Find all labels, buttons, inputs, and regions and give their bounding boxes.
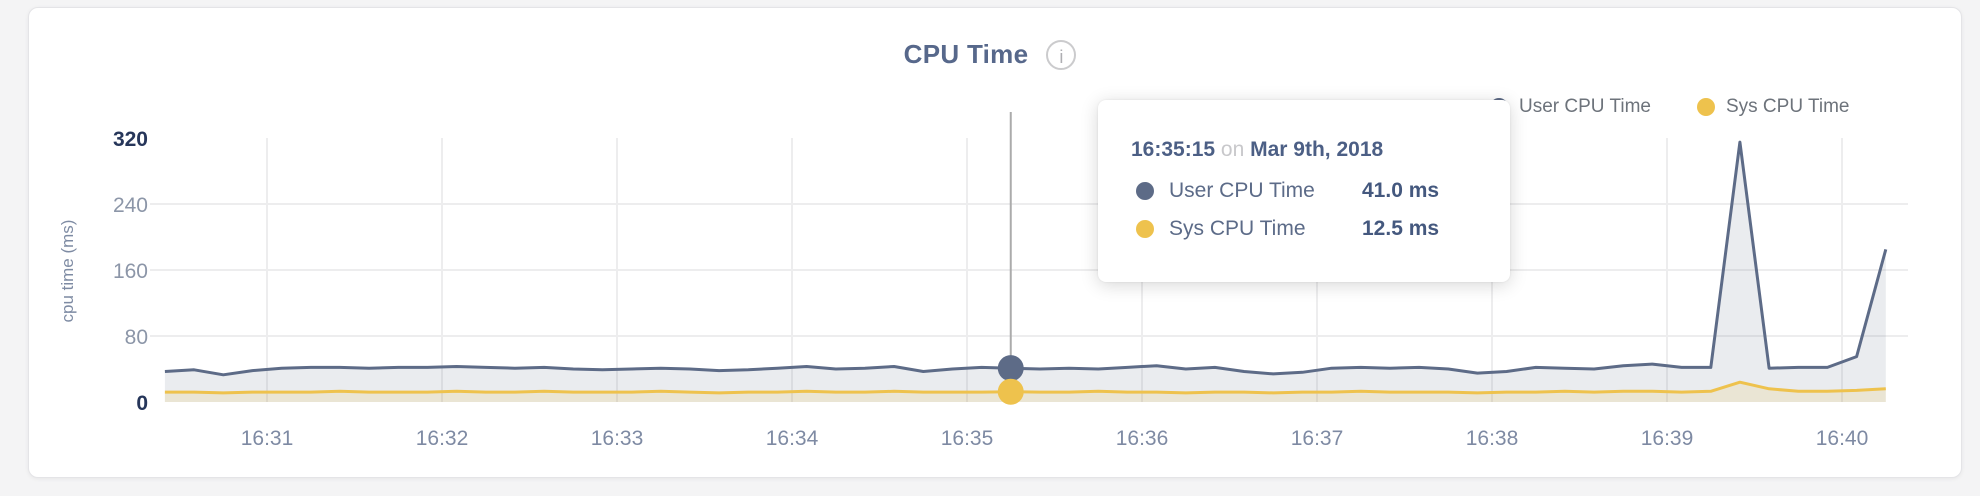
y-tick-label: 240: [113, 194, 148, 217]
info-icon[interactable]: i: [1046, 39, 1077, 70]
y-axis-label: cpu time (ms): [58, 220, 77, 323]
tooltip-row-user: User CPU Time 41.0 ms: [1136, 172, 1510, 210]
x-tick-label: 16:34: [766, 427, 819, 450]
sys-cpu-line: [164, 380, 1886, 395]
x-tick-label: 16:40: [1816, 427, 1869, 450]
y-tick-label: 80: [125, 326, 148, 349]
x-tick-label: 16:32: [416, 427, 469, 450]
legend-label: Sys CPU Time: [1725, 96, 1850, 117]
chart-tooltip: 16:35:15 on Mar 9th, 2018 User CPU Time …: [1098, 100, 1510, 282]
legend-label: User CPU Time: [1519, 96, 1651, 117]
sys-selected-point[interactable]: [997, 378, 1024, 405]
x-tick-label: 16:35: [941, 427, 994, 450]
y-tick-label: 320: [113, 128, 148, 151]
y-tick-label: 0: [136, 392, 148, 415]
user-cpu-area: [164, 142, 1886, 402]
legend-item-user-cpu-time[interactable]: User CPU Time: [1490, 96, 1651, 118]
chart-title: CPU Time: [903, 39, 1029, 69]
tooltip-row-value: 41.0 ms: [1362, 179, 1440, 202]
user-cpu-line: [164, 140, 1888, 377]
tooltip-row-label: User CPU Time: [1169, 179, 1315, 202]
x-tick-label: 16:33: [591, 427, 644, 450]
y-tick-label: 160: [113, 260, 148, 283]
chart-legend: User CPU Time Sys CPU Time: [1490, 96, 1850, 118]
chart-header: CPU Time i: [0, 39, 1980, 70]
tooltip-row-label: Sys CPU Time: [1169, 217, 1306, 240]
sys-cpu-legend-dot-icon: [1696, 98, 1715, 116]
user-selected-point[interactable]: [997, 355, 1024, 382]
tooltip-date: Mar 9th, 2018: [1250, 138, 1384, 161]
x-tick-label: 16:38: [1466, 427, 1519, 450]
tooltip-time: 16:35:15: [1131, 138, 1216, 161]
x-tick-label: 16:39: [1641, 427, 1694, 450]
sys-cpu-tooltip-dot-icon: [1136, 220, 1154, 238]
tooltip-header: 16:35:15 on Mar 9th, 2018: [1131, 138, 1510, 162]
tooltip-row-value: 12.5 ms: [1362, 217, 1440, 240]
x-tick-label: 16:36: [1116, 427, 1169, 450]
x-tick-label: 16:37: [1291, 427, 1344, 450]
x-tick-label: 16:31: [241, 427, 294, 450]
tooltip-row-sys: Sys CPU Time 12.5 ms: [1136, 210, 1510, 248]
tooltip-connector: on: [1220, 138, 1245, 161]
user-cpu-tooltip-dot-icon: [1136, 182, 1154, 200]
cpu-time-card: [28, 7, 1962, 478]
legend-item-sys-cpu-time[interactable]: Sys CPU Time: [1696, 96, 1850, 118]
